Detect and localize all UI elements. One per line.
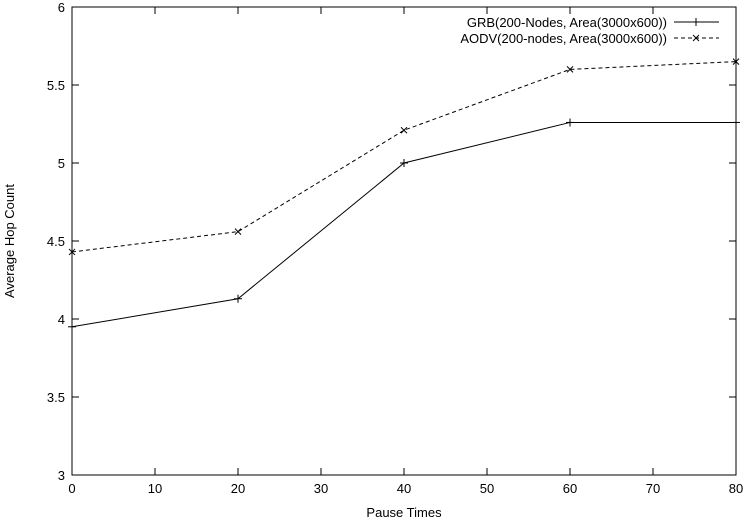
series-layer bbox=[68, 58, 740, 331]
y-tick-label: 3.5 bbox=[47, 390, 65, 405]
data-point bbox=[732, 58, 740, 65]
plot-frame bbox=[71, 6, 737, 476]
data-point bbox=[234, 228, 242, 235]
x-tick-label: 50 bbox=[480, 481, 494, 496]
y-tick-label: 6 bbox=[58, 0, 65, 15]
y-axis-label: Average Hop Count bbox=[2, 184, 17, 298]
x-tick-label: 80 bbox=[729, 481, 743, 496]
series-line-2 bbox=[71, 61, 737, 253]
data-point bbox=[68, 248, 76, 256]
legend-marker bbox=[692, 34, 700, 42]
series-2 bbox=[68, 58, 740, 256]
y-tick-label: 5 bbox=[58, 156, 65, 171]
data-point bbox=[732, 118, 740, 127]
x-tick-label: 30 bbox=[314, 481, 328, 496]
x-tick-label: 40 bbox=[397, 481, 411, 496]
data-point bbox=[566, 118, 574, 127]
data-point bbox=[566, 66, 574, 73]
y-tick-label: 4.5 bbox=[47, 234, 65, 249]
legend: GRB(200-Nodes, Area(3000x600)) AODV(200-… bbox=[460, 15, 719, 46]
y-tick-labels: 3 3.5 4 4.5 5 5.5 6 bbox=[47, 0, 65, 483]
x-tick-label: 60 bbox=[563, 481, 577, 496]
y-tick-label: 4 bbox=[58, 312, 65, 327]
data-point bbox=[68, 322, 76, 331]
series-1 bbox=[68, 118, 740, 331]
x-tick-label: 70 bbox=[646, 481, 660, 496]
x-tick-label: 0 bbox=[68, 481, 75, 496]
data-point bbox=[234, 294, 242, 303]
series-line-1 bbox=[71, 121, 736, 328]
legend-marker-series-1 bbox=[692, 18, 700, 26]
data-point bbox=[400, 126, 408, 134]
x-axis-label: Pause Times bbox=[366, 505, 442, 520]
legend-label-series-1: GRB(200-Nodes, Area(3000x600)) bbox=[467, 15, 667, 30]
y-tick-label: 3 bbox=[58, 468, 65, 483]
legend-marker-series-2 bbox=[692, 34, 700, 42]
x-tick-labels: 0 10 20 30 40 50 60 70 80 bbox=[68, 481, 743, 496]
legend-marker bbox=[692, 18, 700, 26]
y-tick-label: 5.5 bbox=[47, 78, 65, 93]
tick-marks bbox=[71, 6, 737, 476]
x-tick-label: 20 bbox=[231, 481, 245, 496]
data-point bbox=[400, 159, 408, 167]
x-tick-label: 10 bbox=[148, 481, 162, 496]
legend-label-series-2: AODV(200-nodes, Area(3000x600)) bbox=[460, 31, 667, 46]
